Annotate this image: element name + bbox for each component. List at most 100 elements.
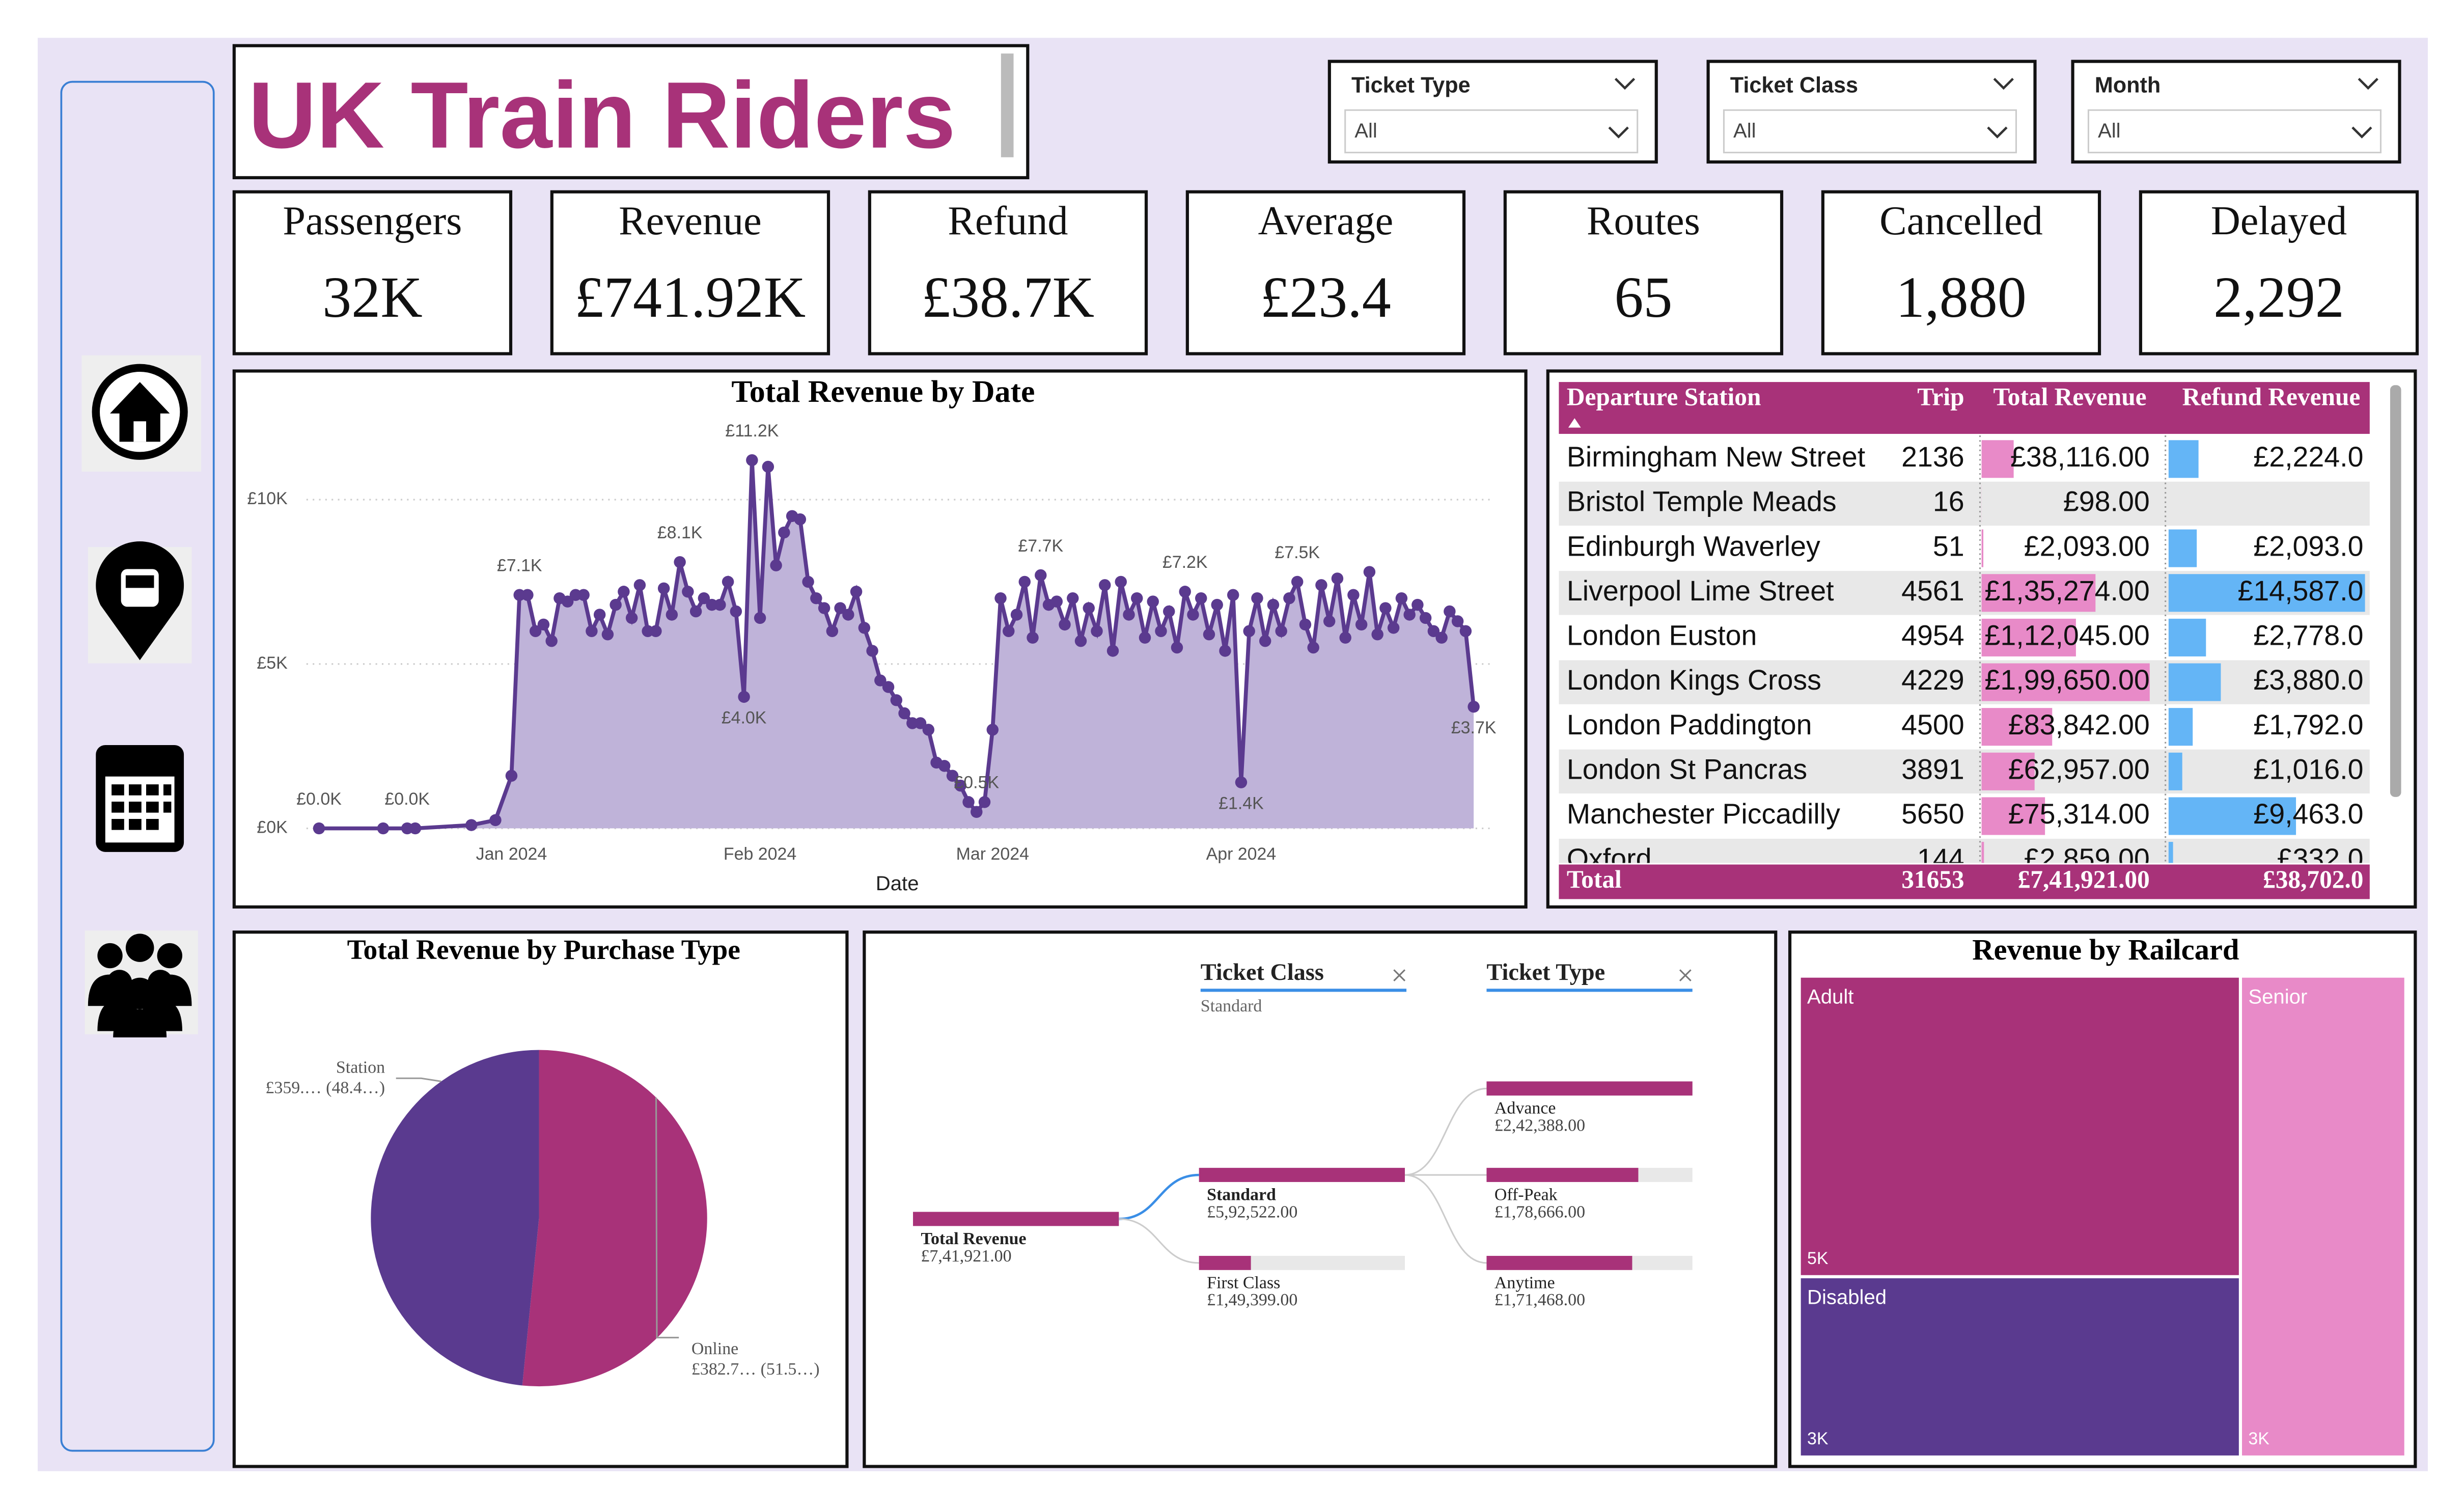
cell-station: London Paddington [1567, 709, 1812, 740]
chevron [1608, 126, 1629, 139]
filter[interactable]: Ticket Class All [1706, 60, 2037, 164]
close-icon[interactable] [1393, 969, 1406, 981]
cell-trip: 4954 [1901, 620, 1964, 651]
node-value: £7,41,921.00 [921, 1247, 1011, 1266]
point [971, 806, 983, 818]
cell-station: Liverpool Lime Street [1567, 575, 1834, 607]
pie-slice [522, 1050, 707, 1387]
people-icon[interactable] [85, 930, 198, 1037]
point [586, 625, 598, 637]
calendar-icon[interactable] [96, 745, 184, 852]
station-icon[interactable] [88, 541, 192, 664]
point [1427, 625, 1440, 637]
column-header[interactable]: Departure Station [1567, 382, 1761, 410]
kpi-label: Cancelled [1879, 199, 2043, 243]
point [850, 586, 863, 598]
close-icon[interactable] [1679, 969, 1692, 981]
node-bar [1199, 1168, 1405, 1182]
point [802, 575, 814, 588]
slice-value: £359.… (48.4…) [265, 1079, 385, 1098]
point [674, 556, 686, 568]
kpi-value: 1,880 [1896, 265, 2027, 330]
tree-panel [863, 930, 1778, 1468]
node-bar [1486, 1168, 1639, 1182]
row-stripe [1559, 660, 2370, 704]
cell-revenue: £83,842.00 [2008, 709, 2150, 740]
dropdown [2087, 109, 2382, 154]
connector [1119, 1218, 1199, 1264]
chevron [2358, 77, 2378, 90]
cell-station: Oxford [1567, 843, 1652, 874]
kpi-label: Passengers [283, 199, 462, 243]
revenue-bar [1981, 797, 2045, 835]
point [1395, 592, 1408, 605]
kpi-card: Delayed 2,292 [2139, 190, 2419, 355]
point [1027, 632, 1039, 644]
x-tick-label: Feb 2024 [724, 844, 796, 864]
filter[interactable]: Ticket Type All [1327, 60, 1658, 164]
kpi-value: £23.4 [1260, 265, 1391, 330]
tile-value: 3K [1807, 1429, 1829, 1448]
point [1468, 700, 1480, 713]
point [537, 618, 550, 631]
column-header[interactable]: Trip [1917, 382, 1964, 410]
row-stripe [1559, 838, 2370, 863]
point [698, 592, 710, 605]
revenue-bar [1981, 663, 2150, 701]
point [1179, 586, 1191, 598]
refund-bar [2168, 618, 2206, 656]
kpi-card: Average £23.4 [1185, 190, 1466, 355]
node-value: £1,49,399.00 [1207, 1291, 1297, 1309]
dropdown [1723, 109, 2017, 154]
point [1155, 625, 1167, 637]
cell-trip: 51 [1933, 530, 1964, 562]
point [1083, 602, 1095, 614]
point [1211, 598, 1223, 611]
home-icon[interactable] [81, 355, 202, 472]
point [1106, 645, 1119, 657]
cell-refund: £2,778.0 [2253, 620, 2363, 651]
icon-head [97, 943, 123, 969]
cell-revenue: £62,957.00 [2008, 754, 2150, 785]
point [1323, 615, 1336, 627]
cell-trip: 2136 [1901, 441, 1964, 473]
kpi-box [1185, 190, 1466, 355]
point [1162, 605, 1175, 618]
point [1347, 589, 1360, 601]
table-scrollbar[interactable] [2390, 385, 2401, 797]
point [505, 770, 518, 782]
y-tick-label: £0K [257, 818, 288, 837]
column-header[interactable]: Refund Revenue [2182, 382, 2361, 410]
point [657, 582, 670, 595]
level-title: Ticket Type [1486, 959, 1605, 985]
scrollbar [1001, 53, 1014, 157]
tile-value: 5K [1807, 1249, 1829, 1268]
chart-title: Total Revenue by Date [731, 374, 1035, 409]
data-label: £7.1K [497, 556, 542, 575]
point [1227, 589, 1239, 601]
point [1131, 592, 1143, 605]
point [730, 605, 742, 618]
kpi-label: Delayed [2211, 199, 2347, 243]
point [618, 586, 630, 598]
area [319, 460, 1474, 829]
tile-label: Senior [2248, 985, 2307, 1008]
node-name: Standard [1207, 1185, 1276, 1204]
filter[interactable]: Month All [2071, 60, 2401, 164]
point [954, 779, 967, 792]
cell-trip: 3891 [1901, 754, 1964, 785]
kpi-card: Cancelled 1,880 [1821, 190, 2101, 355]
cell-revenue: £2,093.00 [2024, 530, 2150, 562]
node-value: £1,78,666.00 [1494, 1202, 1585, 1221]
point [890, 694, 903, 706]
point [1203, 628, 1215, 641]
refund-bar [2168, 574, 2365, 612]
cell-revenue: £38,116.00 [2010, 441, 2150, 473]
cell-station: Edinburgh Waverley [1567, 530, 1820, 562]
kpi-label: Revenue [619, 199, 762, 243]
refund-bar [2168, 663, 2221, 701]
cell-revenue: £1,35,274.00 [1985, 575, 2150, 607]
column-header[interactable]: Total Revenue [1993, 382, 2146, 410]
point [1403, 609, 1416, 621]
